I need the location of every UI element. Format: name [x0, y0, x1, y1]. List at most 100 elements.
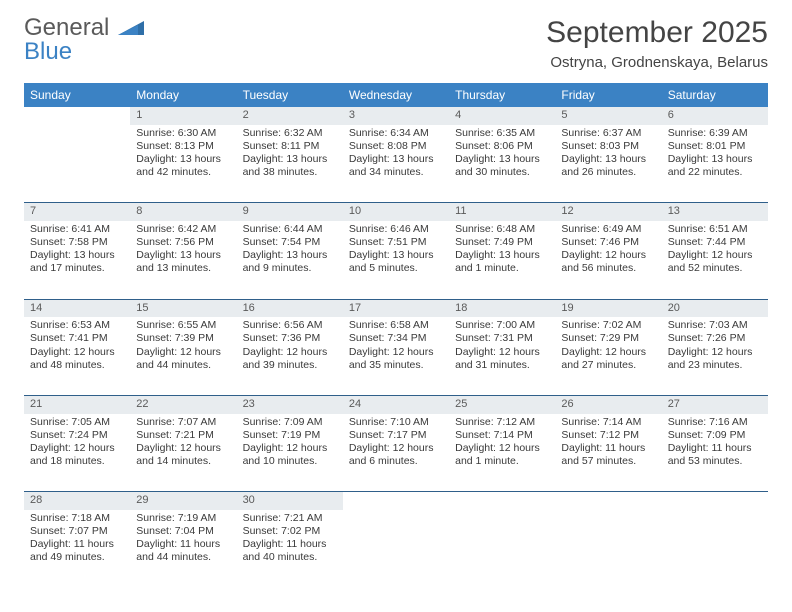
daylight-text: Daylight: 12 hours and 10 minutes. — [243, 442, 337, 468]
week-row: Sunrise: 6:41 AMSunset: 7:58 PMDaylight:… — [24, 221, 768, 299]
logo-icon — [118, 14, 144, 41]
weekday-header: Friday — [555, 83, 661, 107]
sunset-text: Sunset: 7:36 PM — [243, 332, 337, 345]
sunset-text: Sunset: 8:11 PM — [243, 140, 337, 153]
sunrise-text: Sunrise: 6:44 AM — [243, 223, 337, 236]
sunset-text: Sunset: 7:17 PM — [349, 429, 443, 442]
sunrise-text: Sunrise: 6:32 AM — [243, 127, 337, 140]
day-number: 9 — [237, 203, 343, 221]
day-number: 18 — [449, 299, 555, 317]
sunset-text: Sunset: 7:54 PM — [243, 236, 337, 249]
day-cell — [449, 510, 555, 588]
day-number: 3 — [343, 107, 449, 125]
sunset-text: Sunset: 7:14 PM — [455, 429, 549, 442]
sunset-text: Sunset: 7:02 PM — [243, 525, 337, 538]
daylight-text: Daylight: 12 hours and 14 minutes. — [136, 442, 230, 468]
weekday-header: Saturday — [662, 83, 768, 107]
sunrise-text: Sunrise: 7:19 AM — [136, 512, 230, 525]
day-number: 28 — [24, 492, 130, 510]
day-cell: Sunrise: 6:41 AMSunset: 7:58 PMDaylight:… — [24, 221, 130, 299]
day-number: 8 — [130, 203, 236, 221]
day-cell: Sunrise: 7:00 AMSunset: 7:31 PMDaylight:… — [449, 317, 555, 395]
week-row: Sunrise: 6:30 AMSunset: 8:13 PM Daylight:… — [24, 125, 768, 203]
day-cell: Sunrise: 7:16 AMSunset: 7:09 PMDaylight:… — [662, 414, 768, 492]
day-number: 16 — [237, 299, 343, 317]
daylight-text: Daylight: 12 hours and 23 minutes. — [668, 346, 762, 372]
day-cell: Sunrise: 7:10 AMSunset: 7:17 PMDaylight:… — [343, 414, 449, 492]
day-number: 30 — [237, 492, 343, 510]
day-number: 10 — [343, 203, 449, 221]
daylight-text: Daylight: 11 hours and 40 minutes. — [243, 538, 337, 564]
sunset-text: Sunset: 8:13 PM — [136, 140, 230, 153]
sunset-text: Sunset: 7:58 PM — [30, 236, 124, 249]
day-number: 15 — [130, 299, 236, 317]
daylight-text: Daylight: 13 hours and 9 minutes. — [243, 249, 337, 275]
day-cell: Sunrise: 6:34 AMSunset: 8:08 PMDaylight:… — [343, 125, 449, 203]
daylight-text: Daylight: 13 hours and 5 minutes. — [349, 249, 443, 275]
weekday-header: Monday — [130, 83, 236, 107]
sunset-text: Sunset: 8:08 PM — [349, 140, 443, 153]
daylight-text: Daylight: 13 hours and 22 minutes. — [668, 153, 762, 179]
day-cell: Sunrise: 6:30 AMSunset: 8:13 PMDaylight:… — [130, 125, 236, 203]
day-number: 24 — [343, 395, 449, 413]
daynum-row: 78910111213 — [24, 203, 768, 221]
logo: General Blue — [24, 16, 144, 64]
sunrise-text: Sunrise: 6:34 AM — [349, 127, 443, 140]
day-number — [449, 492, 555, 510]
daylight-text: Daylight: 12 hours and 56 minutes. — [561, 249, 655, 275]
sunset-text: Sunset: 7:49 PM — [455, 236, 549, 249]
week-row: Sunrise: 6:53 AMSunset: 7:41 PMDaylight:… — [24, 317, 768, 395]
daylight-text: Daylight: 12 hours and 39 minutes. — [243, 346, 337, 372]
daylight-text: Daylight: 12 hours and 27 minutes. — [561, 346, 655, 372]
week-row: Sunrise: 7:05 AMSunset: 7:24 PMDaylight:… — [24, 414, 768, 492]
sunrise-text: Sunrise: 6:41 AM — [30, 223, 124, 236]
daylight-text: Daylight: 12 hours and 6 minutes. — [349, 442, 443, 468]
sunrise-text: Sunrise: 6:55 AM — [136, 319, 230, 332]
sunrise-text: Sunrise: 6:30 AM — [136, 127, 230, 140]
sunset-text: Sunset: 7:19 PM — [243, 429, 337, 442]
day-number: 1 — [130, 107, 236, 125]
day-cell: Sunrise: 6:55 AMSunset: 7:39 PMDaylight:… — [130, 317, 236, 395]
daylight-text: Daylight: 11 hours and 53 minutes. — [668, 442, 762, 468]
sunset-text: Sunset: 7:24 PM — [30, 429, 124, 442]
sunset-text: Sunset: 7:56 PM — [136, 236, 230, 249]
sunrise-text: Sunrise: 6:42 AM — [136, 223, 230, 236]
sunrise-text: Sunrise: 7:12 AM — [455, 416, 549, 429]
day-cell: Sunrise: 6:39 AMSunset: 8:01 PMDaylight:… — [662, 125, 768, 203]
daylight-text: Daylight: 12 hours and 31 minutes. — [455, 346, 549, 372]
sunset-text: Sunset: 7:26 PM — [668, 332, 762, 345]
daylight-text: Daylight: 13 hours and 38 minutes. — [243, 153, 337, 179]
day-number: 17 — [343, 299, 449, 317]
day-cell: Sunrise: 7:09 AMSunset: 7:19 PMDaylight:… — [237, 414, 343, 492]
daynum-row: 282930 — [24, 492, 768, 510]
day-number: 20 — [662, 299, 768, 317]
calendar-table: Sunday Monday Tuesday Wednesday Thursday… — [24, 83, 768, 588]
day-number: 27 — [662, 395, 768, 413]
sunrise-text: Sunrise: 6:58 AM — [349, 319, 443, 332]
day-number: 23 — [237, 395, 343, 413]
day-number — [555, 492, 661, 510]
sunset-text: Sunset: 7:09 PM — [668, 429, 762, 442]
daylight-text: Daylight: 13 hours and 34 minutes. — [349, 153, 443, 179]
sunrise-text: Sunrise: 6:49 AM — [561, 223, 655, 236]
sunset-text: Sunset: 7:07 PM — [30, 525, 124, 538]
day-number: 5 — [555, 107, 661, 125]
sunset-text: Sunset: 7:12 PM — [561, 429, 655, 442]
daylight-text: Daylight: 11 hours and 49 minutes. — [30, 538, 124, 564]
sunrise-text: Sunrise: 7:09 AM — [243, 416, 337, 429]
day-cell — [555, 510, 661, 588]
day-cell: Sunrise: 6:44 AMSunset: 7:54 PMDaylight:… — [237, 221, 343, 299]
day-cell: Sunrise: 7:18 AMSunset: 7:07 PMDaylight:… — [24, 510, 130, 588]
daylight-text: Daylight: 13 hours and 17 minutes. — [30, 249, 124, 275]
sunrise-text: Sunrise: 6:37 AM — [561, 127, 655, 140]
sunrise-text: Sunrise: 7:03 AM — [668, 319, 762, 332]
day-cell: Sunrise: 7:14 AMSunset: 7:12 PMDaylight:… — [555, 414, 661, 492]
sunset-text: Sunset: 7:31 PM — [455, 332, 549, 345]
daynum-row: 14151617181920 — [24, 299, 768, 317]
header: General Blue September 2025 Ostryna, Gro… — [24, 16, 768, 71]
sunset-text: Sunset: 7:39 PM — [136, 332, 230, 345]
day-cell: Sunrise: 6:53 AMSunset: 7:41 PMDaylight:… — [24, 317, 130, 395]
day-cell: Sunrise: 7:02 AMSunset: 7:29 PMDaylight:… — [555, 317, 661, 395]
daylight-text: Daylight: 11 hours and 57 minutes. — [561, 442, 655, 468]
sunset-text: Sunset: 7:51 PM — [349, 236, 443, 249]
